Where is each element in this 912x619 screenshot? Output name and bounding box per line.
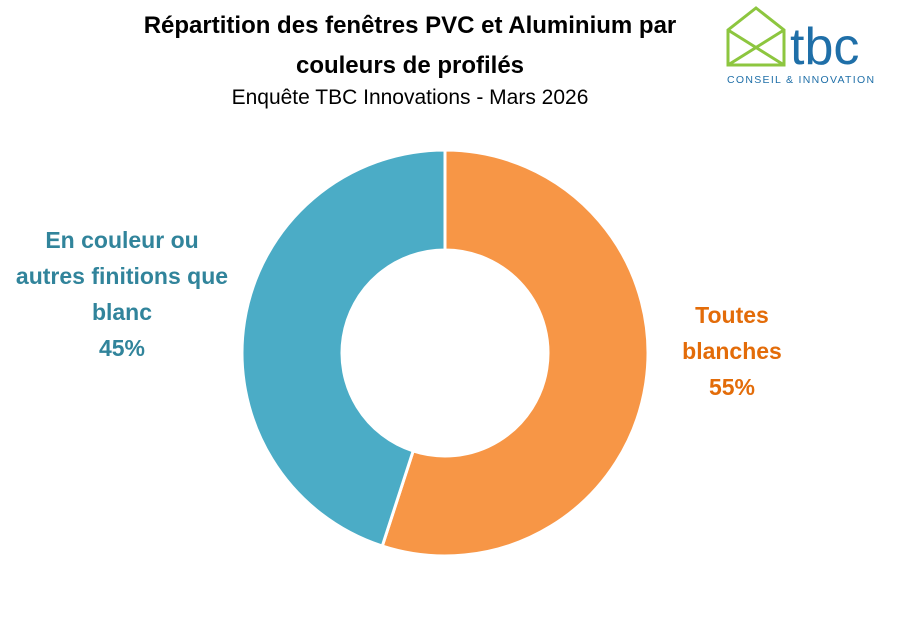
logo-name: tbc bbox=[790, 18, 859, 76]
donut-slice bbox=[240, 148, 447, 548]
category-label: En couleur ou autres finitions que blanc bbox=[15, 227, 229, 325]
chart-subtitle: Enquête TBC Innovations - Mars 2026 bbox=[231, 86, 589, 109]
slice-label: En couleur ou autres finitions que blanc… bbox=[12, 222, 232, 366]
slice-label: Toutes blanches 55% bbox=[672, 297, 792, 405]
logo: tbc CONSEIL & INNOVATION bbox=[726, 6, 875, 86]
donut-slice bbox=[380, 148, 650, 558]
category-label: Toutes blanches bbox=[682, 302, 782, 364]
chart-title: Répartition des fenêtres PVC et Aluminiu… bbox=[143, 12, 677, 79]
value-label: 45% bbox=[98, 335, 146, 361]
logo-tagline: CONSEIL & INNOVATION bbox=[727, 74, 875, 86]
logo-house bbox=[726, 6, 786, 67]
value-label: 55% bbox=[708, 374, 756, 400]
